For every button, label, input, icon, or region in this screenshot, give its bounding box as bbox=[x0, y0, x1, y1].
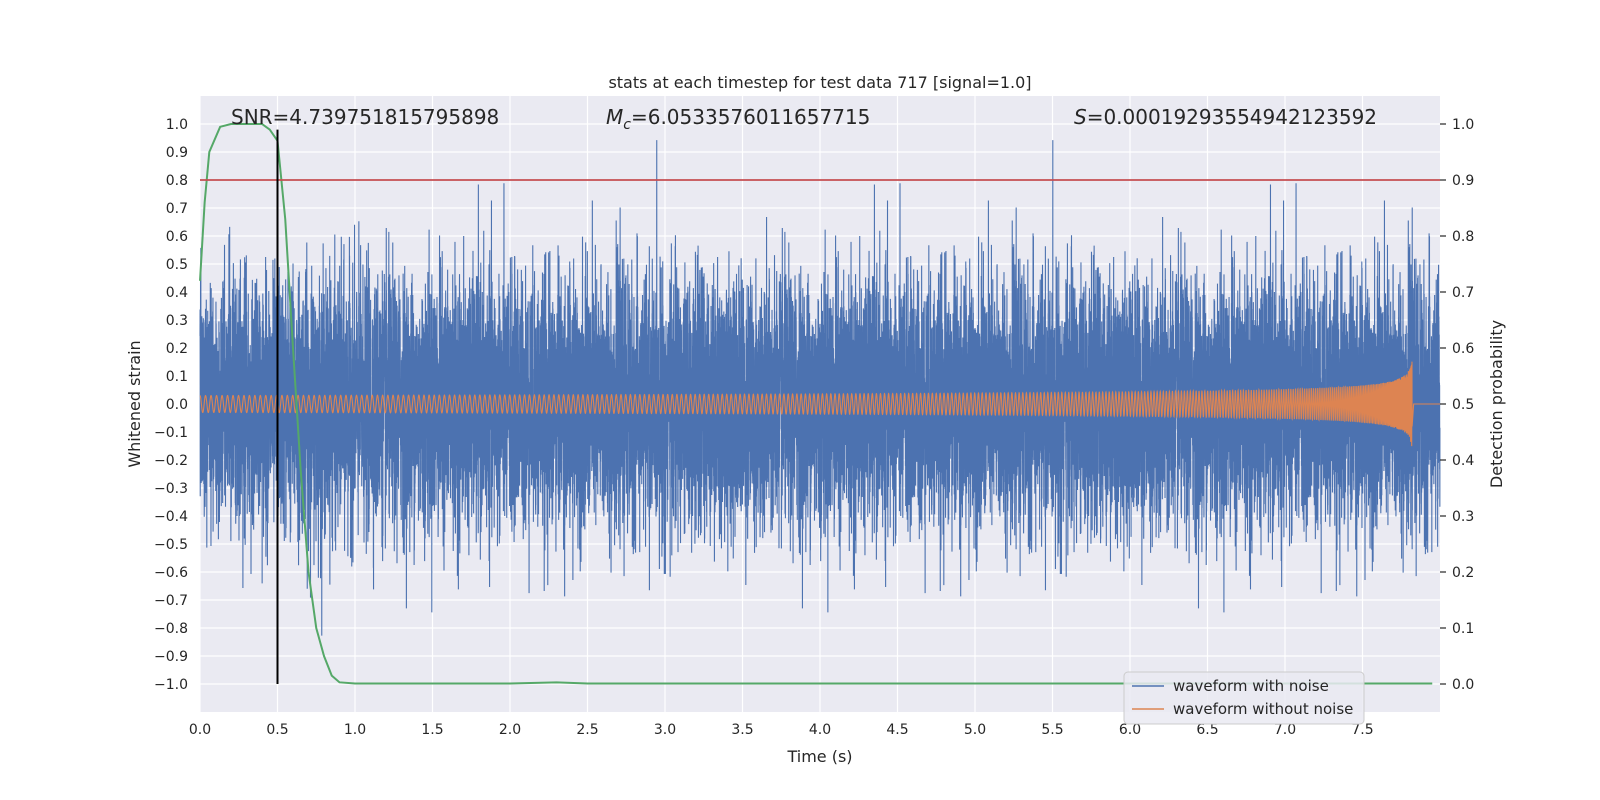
x-tick-label-4: 2.0 bbox=[499, 722, 521, 738]
y-tick-label-8: 0.2 bbox=[166, 341, 188, 357]
y2-tick-label-7: 0.3 bbox=[1452, 509, 1474, 525]
y2-tick-label-3: 0.7 bbox=[1452, 285, 1474, 301]
legend: waveform with noise waveform without noi… bbox=[1123, 671, 1365, 725]
s-annotation: S=0.00019293554942123592 bbox=[1074, 105, 1377, 129]
x-tick-label-7: 3.5 bbox=[731, 722, 753, 738]
y-tick-label-20: −1.0 bbox=[154, 677, 188, 693]
x-tick-label-15: 7.5 bbox=[1351, 722, 1373, 738]
y-tick-label-17: −0.7 bbox=[154, 593, 188, 609]
y-tick-label-9: 0.1 bbox=[166, 369, 188, 385]
chart-title: stats at each timestep for test data 717… bbox=[608, 73, 1031, 92]
snr-annotation: SNR=4.739751815795898 bbox=[231, 105, 499, 129]
x-tick-label-3: 1.5 bbox=[421, 722, 443, 738]
x-tick-label-8: 4.0 bbox=[809, 722, 831, 738]
x-tick-label-12: 6.0 bbox=[1119, 722, 1141, 738]
x-tick-label-2: 1.0 bbox=[344, 722, 366, 738]
y-axis-label: Whitened strain bbox=[125, 340, 144, 467]
y-tick-label-6: 0.4 bbox=[166, 285, 188, 301]
chirp-mass-symbol: M bbox=[606, 105, 623, 129]
x-axis-label: Time (s) bbox=[786, 747, 852, 766]
x-tick-label-10: 5.0 bbox=[964, 722, 986, 738]
y2-tick-label-5: 0.5 bbox=[1452, 397, 1474, 413]
y-tick-label-13: −0.3 bbox=[154, 481, 188, 497]
y-tick-label-11: −0.1 bbox=[154, 425, 188, 441]
clean-waveform-line bbox=[199, 361, 1440, 447]
x-tick-label-14: 7.0 bbox=[1274, 722, 1296, 738]
y-tick-label-16: −0.6 bbox=[154, 565, 188, 581]
y-tick-label-19: −0.9 bbox=[154, 649, 188, 665]
y2-tick-label-6: 0.4 bbox=[1452, 453, 1474, 469]
legend-label-noisy: waveform with noise bbox=[1173, 677, 1329, 695]
y-tick-label-15: −0.5 bbox=[154, 537, 188, 553]
y-tick-label-2: 0.8 bbox=[166, 173, 188, 189]
y2-tick-label-8: 0.2 bbox=[1452, 565, 1474, 581]
chirp-mass-annotation: Mc=6.0533576011657715 bbox=[606, 105, 870, 133]
y-tick-label-4: 0.6 bbox=[166, 229, 188, 245]
y-tick-label-1: 0.9 bbox=[166, 145, 188, 161]
legend-label-clean: waveform without noise bbox=[1173, 700, 1353, 718]
y2-tick-label-9: 0.1 bbox=[1452, 621, 1474, 637]
y-tick-label-14: −0.4 bbox=[154, 509, 188, 525]
x-axis-ticks: 0.0 0.5 1.0 1.5 2.0 2.5 3.0 3.5 4.0 4.5 5.0 5.5 6.0 6… bbox=[189, 722, 1374, 738]
y-tick-label-18: −0.8 bbox=[154, 621, 188, 637]
y-tick-label-5: 0.5 bbox=[166, 257, 188, 273]
series-detection-probability bbox=[199, 123, 1433, 685]
y2-axis-ticks: 1.0 0.9 0.8 0.7 0.6 0.5 0.4 0.3 0.2 0.1 0.0 bbox=[1440, 117, 1474, 693]
y-axis-ticks: 1.0 0.9 0.8 0.7 0.6 0.5 0.4 0.3 0.2 0.1 0.0 −0.1 −0.… bbox=[154, 117, 188, 693]
y2-tick-label-2: 0.8 bbox=[1452, 229, 1474, 245]
x-tick-label-9: 4.5 bbox=[886, 722, 908, 738]
y-tick-label-12: −0.2 bbox=[154, 453, 188, 469]
y2-tick-label-10: 0.0 bbox=[1452, 677, 1474, 693]
y2-axis-label: Detection probability bbox=[1487, 320, 1506, 488]
chirp-mass-value: =6.0533576011657715 bbox=[631, 105, 870, 129]
legend-box bbox=[1123, 671, 1365, 725]
x-tick-label-13: 6.5 bbox=[1196, 722, 1218, 738]
x-tick-label-0: 0.0 bbox=[189, 722, 211, 738]
s-symbol: S bbox=[1074, 105, 1087, 129]
y-tick-label-0: 1.0 bbox=[166, 117, 188, 133]
reference-lines bbox=[200, 129, 1440, 684]
x-tick-label-5: 2.5 bbox=[576, 722, 598, 738]
x-tick-label-11: 5.5 bbox=[1041, 722, 1063, 738]
y-tick-label-7: 0.3 bbox=[166, 313, 188, 329]
y-tick-label-10: 0.0 bbox=[166, 397, 188, 413]
y2-tick-label-4: 0.6 bbox=[1452, 341, 1474, 357]
detection-probability-line bbox=[199, 123, 1433, 685]
chirp-mass-subscript: c bbox=[623, 117, 631, 133]
x-tick-label-6: 3.0 bbox=[654, 722, 676, 738]
noisy-waveform-line bbox=[199, 140, 1441, 636]
y2-tick-label-1: 0.9 bbox=[1452, 173, 1474, 189]
series-waveform-without-noise bbox=[199, 361, 1440, 447]
y2-tick-label-0: 1.0 bbox=[1452, 117, 1474, 133]
s-value: =0.00019293554942123592 bbox=[1087, 105, 1377, 129]
y-tick-label-3: 0.7 bbox=[166, 201, 188, 217]
x-tick-label-1: 0.5 bbox=[266, 722, 288, 738]
series-waveform-with-noise bbox=[199, 140, 1441, 636]
